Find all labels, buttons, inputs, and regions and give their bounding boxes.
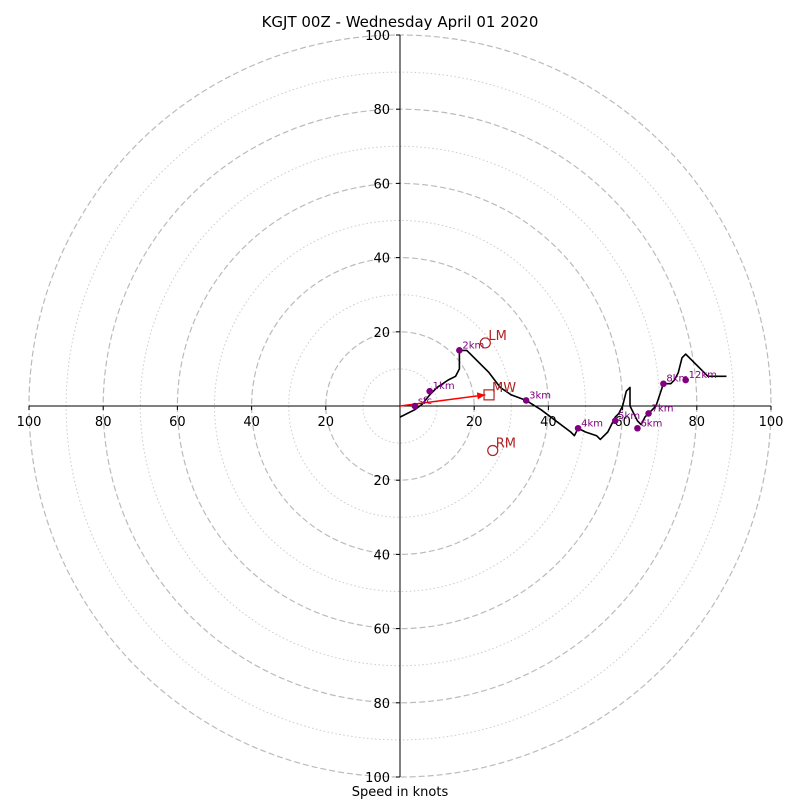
height-label-12km: 12km: [689, 370, 717, 381]
height-point-2km: [456, 347, 463, 354]
x-tick-label: 20: [466, 415, 483, 430]
height-label-5km: 5km: [618, 411, 640, 422]
height-label-8km: 8km: [666, 374, 688, 385]
y-tick-label: 100: [365, 771, 390, 786]
height-label-4km: 4km: [581, 418, 603, 429]
x-tick-label: 80: [689, 415, 706, 430]
height-point-12km: [682, 376, 689, 384]
y-tick-label: 60: [373, 623, 390, 638]
height-point-6km: [634, 424, 641, 432]
height-point-4km: [574, 424, 582, 432]
x-tick-label: 40: [243, 415, 260, 430]
y-tick-label: 80: [373, 103, 390, 118]
x-axis-label: Speed in knots: [352, 785, 449, 800]
x-tick-label: 80: [95, 415, 112, 430]
y-tick-label: 80: [373, 697, 390, 712]
storm-motion-rm-label: RM: [496, 437, 516, 452]
x-tick-label: 40: [540, 415, 557, 430]
storm-motion-markers: LM MW RM: [479, 329, 516, 457]
tick-labels: 100 80 60 40 20 20 40 60 80 100 100 80 60 40 20 20 40 60 8…: [17, 29, 784, 786]
x-tick-label: 60: [614, 415, 631, 430]
height-point-7km: [645, 410, 652, 417]
hodograph-trace: [399, 349, 727, 441]
x-tick-label: 20: [318, 415, 335, 430]
y-tick-label: 40: [373, 548, 390, 563]
x-tick-label: 100: [17, 415, 42, 430]
height-label-3km: 3km: [529, 390, 551, 401]
height-point-3km: [522, 397, 530, 404]
storm-motion-mw-marker: [483, 389, 495, 401]
height-label-2km: 2km: [462, 340, 484, 351]
storm-motion-lm-label: LM: [488, 329, 506, 344]
storm-motion-rm-marker: [487, 444, 499, 457]
y-tick-label: 20: [373, 326, 390, 341]
x-tick-label: 60: [169, 415, 186, 430]
chart-title: KGJT 00Z - Wednesday April 01 2020: [262, 13, 539, 31]
y-tick-label: 40: [373, 252, 390, 267]
height-point-1km: [426, 387, 433, 395]
storm-motion-lm-marker: [479, 337, 491, 349]
storm-motion-mw-label: MW: [492, 381, 516, 396]
height-label-6km: 6km: [640, 418, 662, 429]
height-point-5km: [611, 417, 619, 425]
shear-vector-arrowhead: [476, 392, 486, 400]
y-tick-label: 100: [365, 29, 390, 44]
height-label-1km: 1km: [433, 381, 455, 392]
height-label-sfc: sfc: [418, 396, 432, 407]
height-label-7km: 7km: [652, 403, 674, 414]
height-point-8km: [660, 380, 667, 388]
y-tick-label: 60: [373, 177, 390, 192]
height-point-sfc: [411, 402, 419, 410]
hodograph-line: [399, 349, 727, 441]
y-tick-label: 20: [373, 474, 390, 489]
x-tick-label: 100: [759, 415, 784, 430]
